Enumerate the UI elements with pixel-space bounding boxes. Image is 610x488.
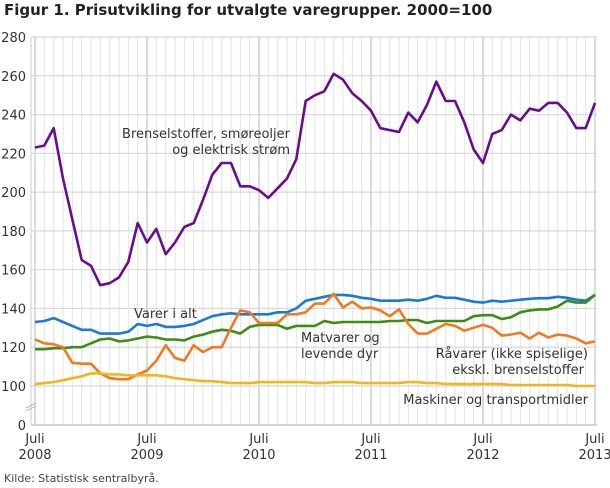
series-label: levende dyr: [301, 347, 379, 362]
y-tick-label: 220: [1, 147, 26, 162]
x-tick-month: Juli: [360, 432, 380, 447]
y-tick-label: 160: [1, 264, 26, 279]
series-label: Maskiner og transportmidler: [403, 393, 588, 408]
series-0: [34, 72, 597, 287]
series-1: [34, 293, 596, 335]
axis-break-mark: [25, 402, 37, 409]
x-tick-month: Juli: [24, 432, 44, 447]
x-tick-year: 2009: [130, 448, 163, 463]
series-3: [34, 292, 596, 381]
x-tick-year: 2013: [578, 448, 610, 463]
series-label: Matvarer og: [301, 331, 380, 346]
series-label: Råvarer (ikke spiselige): [436, 347, 588, 362]
y-tick-label: 260: [1, 70, 26, 85]
x-tick-month: Juli: [472, 432, 492, 447]
x-tick-month: Juli: [584, 432, 604, 447]
chart-title: Figur 1. Prisutvikling for utvalgte vare…: [4, 1, 493, 19]
series-label: Brenselstoffer, smøreoljer: [122, 127, 291, 142]
y-tick-label: 140: [1, 302, 26, 317]
series-2: [34, 293, 596, 351]
y-tick-label: 180: [1, 225, 26, 240]
x-tick-year: 2010: [242, 448, 275, 463]
y-tick-label: 240: [1, 109, 26, 124]
series-label: Varer i alt: [134, 307, 197, 322]
y-tick-label: 120: [1, 341, 26, 356]
series-label: og elektrisk strøm: [172, 143, 290, 158]
source-note: Kilde: Statistisk sentralbyrå.: [4, 472, 159, 485]
x-tick-month: Juli: [248, 432, 268, 447]
axis-break-mark: [25, 405, 37, 412]
y-tick-label: 0: [18, 419, 26, 434]
y-tick-label: 280: [1, 31, 26, 46]
series-label: ekskl. brenselstoffer: [452, 363, 584, 378]
x-tick-year: 2012: [466, 448, 499, 463]
y-tick-label: 100: [1, 380, 26, 395]
x-tick-year: 2011: [354, 448, 387, 463]
x-tick-year: 2008: [18, 448, 51, 463]
series-4: [34, 372, 596, 388]
x-tick-month: Juli: [136, 432, 156, 447]
y-tick-label: 200: [1, 186, 26, 201]
